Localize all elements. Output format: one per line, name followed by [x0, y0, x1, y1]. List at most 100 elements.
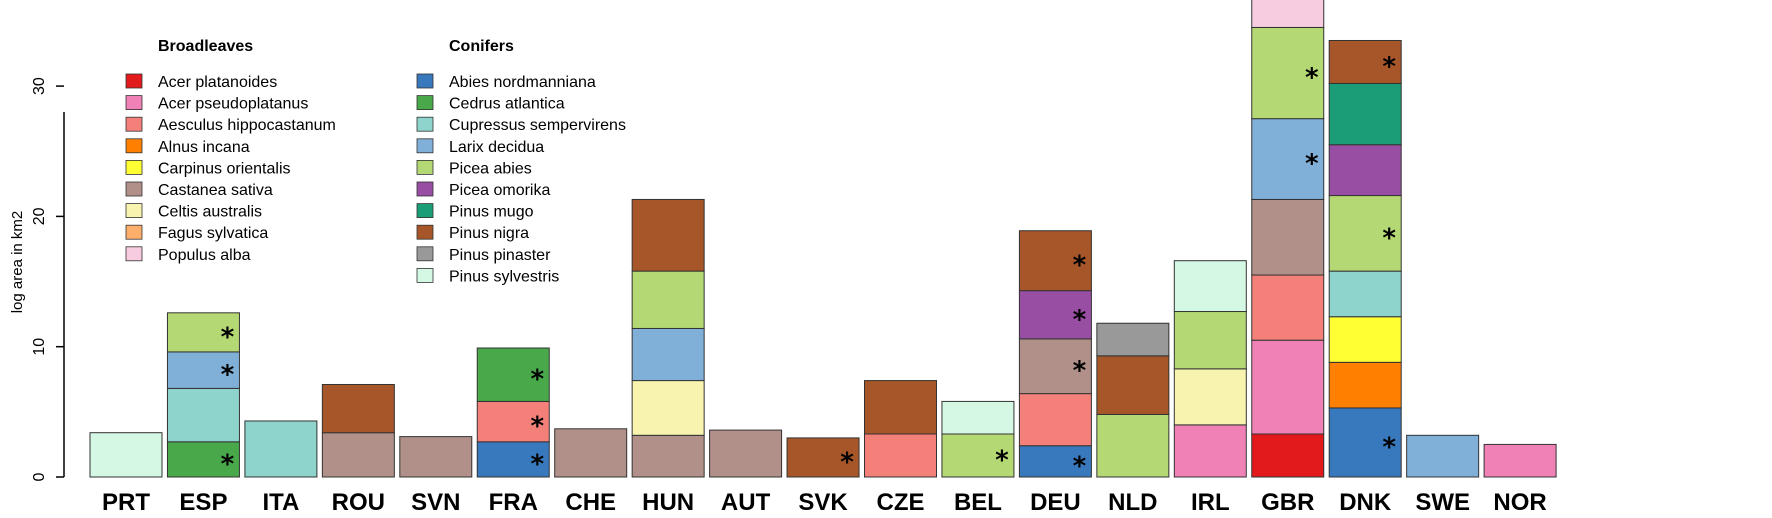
- legend-item-label: Populus alba: [158, 247, 251, 264]
- bar-segment: [631, 198, 705, 272]
- y-axis-label: log area in km2: [9, 211, 26, 314]
- bar-segment: [1096, 355, 1170, 415]
- significance-star: *: [995, 446, 1009, 476]
- bar-segment: [786, 437, 860, 478]
- bar-segment: [399, 436, 473, 478]
- bar-segment: [1096, 413, 1170, 478]
- legend-item-label: Pinus nigra: [449, 225, 529, 242]
- legend-swatch: [416, 203, 434, 219]
- category-label: SWE: [1415, 489, 1470, 516]
- bar-segment: [1018, 338, 1092, 395]
- bar-segment: [1328, 82, 1402, 146]
- bar-segment: [631, 327, 705, 382]
- legend-item-label: Picea abies: [449, 160, 532, 177]
- bar-segment: [1251, 339, 1325, 435]
- legend-swatch: [416, 138, 434, 154]
- bar-segment: [244, 420, 318, 478]
- bar-segment: [1328, 144, 1402, 197]
- category-label: IRL: [1191, 489, 1230, 516]
- category-label: ROU: [332, 489, 385, 516]
- category-label: PRT: [102, 489, 150, 516]
- bar-segment: [1328, 270, 1402, 318]
- significance-star: *: [530, 449, 544, 479]
- legend-item-label: Pinus sylvestris: [449, 268, 559, 285]
- legend-swatch: [125, 159, 143, 175]
- bar-segment: [1173, 424, 1247, 478]
- significance-star: *: [1382, 432, 1396, 462]
- significance-star: *: [1382, 52, 1396, 82]
- category-labels: PRT ESP ITA ROU SVN FRA CHE HUN AUT SVK CZE BEL DEU N…: [102, 489, 1547, 516]
- legend-swatch: [125, 246, 143, 262]
- category-label: SVK: [798, 489, 848, 516]
- bar-segment: [631, 270, 705, 329]
- bar-segment: [941, 400, 1015, 435]
- legend-item-label: Celtis australis: [158, 204, 262, 221]
- bar-segment: [1251, 118, 1325, 200]
- bar-segment: [1328, 195, 1402, 272]
- category-label: CHE: [565, 489, 616, 516]
- legend-swatch: [416, 116, 434, 132]
- significance-star: *: [1073, 451, 1087, 481]
- bar-segment: [1018, 445, 1092, 478]
- bar-segment: [1018, 230, 1092, 292]
- legend-item-label: Picea omorika: [449, 182, 550, 199]
- legend-item-label: Alnus incana: [158, 139, 250, 156]
- category-label: ESP: [179, 489, 227, 516]
- category-label: ITA: [262, 489, 299, 516]
- significance-star: *: [221, 322, 235, 352]
- legend-swatch: [125, 95, 143, 110]
- category-label: NOR: [1493, 489, 1546, 516]
- legend-item-label: Aesculus hippocastanum: [158, 117, 336, 134]
- legend-group-title: Broadleaves: [158, 38, 253, 55]
- legend-item-label: Pinus mugo: [449, 204, 534, 221]
- bar-segment: [941, 433, 1015, 478]
- bar-segment: [476, 347, 550, 402]
- bar-segment: [166, 441, 240, 478]
- legend-swatch: [125, 224, 143, 240]
- significance-star: *: [840, 447, 854, 477]
- legend-item-label: Acer pseudoplatanus: [158, 96, 308, 113]
- bar-segment: [89, 432, 163, 478]
- y-tick-label: 20: [31, 207, 48, 225]
- y-tick-label: 30: [31, 77, 48, 95]
- bar-segment: [1173, 368, 1247, 426]
- bar-segment: [1173, 311, 1247, 370]
- bar-segment: [709, 429, 783, 478]
- legend-group-title: Conifers: [449, 38, 514, 55]
- bars: * * * * * * * * * * * * * * * * *: [89, 0, 1557, 481]
- category-label: SVN: [411, 489, 460, 516]
- legend-item-label: Fagus sylvatica: [158, 225, 268, 242]
- category-label: AUT: [721, 489, 771, 516]
- bar-segment: [1328, 407, 1402, 478]
- bar-segment: [631, 434, 705, 478]
- bar-segment: [1328, 39, 1402, 84]
- significance-star: *: [1073, 251, 1087, 281]
- category-label: FRA: [489, 489, 538, 516]
- bar-segment: [1096, 322, 1170, 357]
- legend-item-label: Cupressus sempervirens: [449, 117, 626, 134]
- bar-segment: [166, 351, 240, 389]
- bar-segment: [1251, 274, 1325, 341]
- category-label: GBR: [1261, 489, 1314, 516]
- bar-segment: [1483, 443, 1557, 478]
- legend-swatch: [125, 181, 143, 197]
- legend-swatch: [416, 73, 434, 89]
- category-label: HUN: [642, 489, 694, 516]
- bar-segment: [1406, 434, 1480, 478]
- bar-segment: [1328, 361, 1402, 409]
- significance-star: *: [530, 365, 544, 395]
- significance-star: *: [1382, 223, 1396, 253]
- significance-star: *: [221, 360, 235, 390]
- legend-item-label: Acer platanoides: [158, 74, 277, 91]
- y-tick-label: 10: [31, 338, 48, 356]
- bar-segment: [864, 380, 937, 435]
- legend: Broadleaves Acer platanoides Acer pseudopl…: [125, 38, 626, 285]
- legend-item-label: Castanea sativa: [158, 182, 273, 199]
- bar-segment: [166, 312, 240, 353]
- bar-segment: [554, 428, 628, 478]
- significance-star: *: [1305, 149, 1319, 179]
- legend-swatch: [416, 224, 434, 240]
- significance-star: *: [530, 412, 544, 442]
- legend-item-label: Cedrus atlantica: [449, 96, 565, 113]
- legend-swatch: [125, 116, 143, 132]
